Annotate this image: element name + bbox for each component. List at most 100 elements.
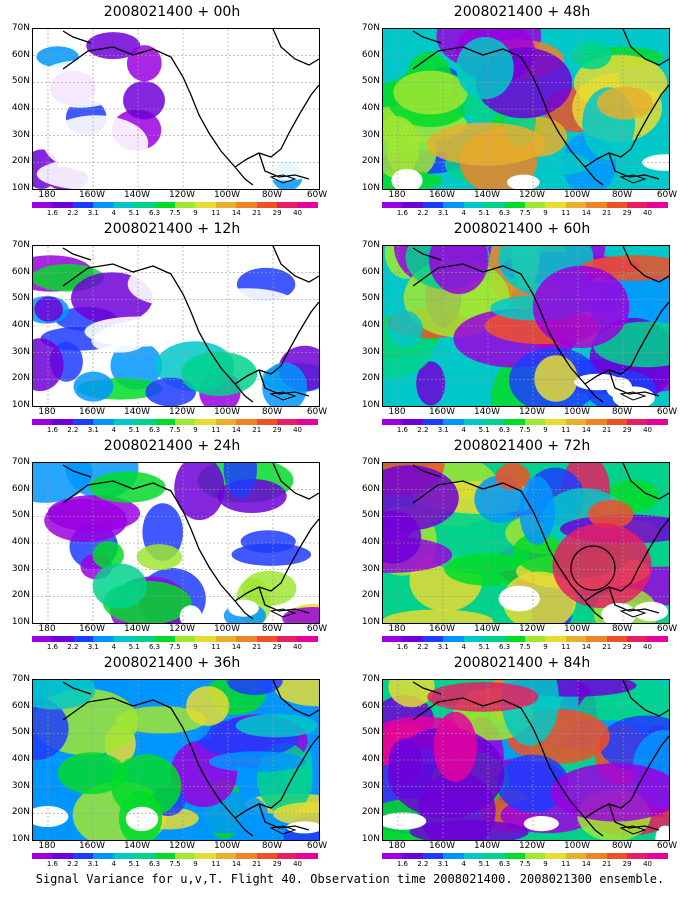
colorbar-label: 4	[461, 860, 466, 868]
lat-label: 60N	[361, 483, 380, 494]
colorbar-swatch	[277, 636, 298, 642]
lat-label: 60N	[11, 266, 30, 277]
colorbar-label: 7.5	[169, 860, 181, 868]
colorbar-label: 1.6	[396, 860, 408, 868]
colorbar-label: 1.6	[46, 643, 58, 651]
field-blob	[409, 820, 529, 840]
colorbar-swatch	[215, 636, 237, 642]
lat-label: 40N	[11, 754, 30, 764]
colorbar	[382, 202, 668, 208]
lon-label: 180	[38, 407, 56, 417]
field-svg	[383, 680, 669, 840]
colorbar-swatch	[627, 202, 648, 208]
colorbar-swatch	[382, 419, 403, 425]
caribbean-islands	[619, 608, 647, 618]
colorbar-label: 2.2	[67, 426, 79, 434]
colorbar-label: 9	[543, 209, 548, 217]
field-blob	[393, 70, 468, 115]
lon-label: 160W	[78, 841, 106, 851]
lon-label: 80W	[261, 841, 283, 851]
colorbar-label: 14	[581, 426, 591, 434]
lat-label: 30N	[11, 563, 30, 574]
colorbar-swatch	[154, 202, 175, 208]
colorbar-label: 11	[211, 643, 221, 651]
lat-label: 40N	[11, 537, 30, 547]
colorbar-swatch	[32, 202, 53, 208]
lon-label: 120W	[518, 841, 546, 851]
no-data-area	[655, 825, 669, 840]
colorbar-swatch	[463, 853, 485, 859]
no-data-area	[179, 605, 202, 623]
colorbar-swatch	[545, 419, 566, 425]
colorbar-swatch	[72, 202, 94, 208]
lon-label: 160W	[78, 190, 106, 200]
field-blob	[273, 802, 319, 826]
no-data-area	[217, 246, 312, 267]
colorbar-swatch	[297, 853, 318, 859]
colorbar-label: 6.3	[498, 209, 511, 217]
colorbar-swatch	[524, 419, 546, 425]
colorbar-swatch	[565, 419, 587, 425]
colorbar-label: 2.2	[67, 860, 79, 868]
no-data-area	[34, 60, 126, 108]
colorbar-label: 40	[293, 643, 303, 651]
field-blob	[383, 609, 494, 623]
lat-label: 70N	[11, 457, 30, 467]
colorbar-swatch	[504, 419, 525, 425]
colorbar-swatch	[484, 636, 505, 642]
map-plot	[32, 28, 320, 190]
colorbar-label: 3.1	[87, 209, 99, 217]
colorbar-label: 14	[231, 860, 241, 868]
colorbar-swatch	[256, 419, 278, 425]
colorbar-swatch	[52, 202, 73, 208]
colorbar-label: 21	[602, 643, 612, 651]
no-data-area	[44, 593, 81, 618]
lon-label: 60W	[656, 841, 678, 851]
field-blob	[596, 86, 653, 120]
colorbar-swatch	[297, 202, 318, 208]
colorbar-swatch	[606, 853, 628, 859]
colorbar-label: 6.3	[498, 426, 511, 434]
colorbar-swatch	[545, 202, 566, 208]
colorbar-label: 40	[643, 860, 653, 868]
colorbar-label: 11	[561, 426, 571, 434]
lat-label: 70N	[361, 457, 380, 467]
colorbar-swatch	[215, 853, 237, 859]
field-blob	[388, 738, 422, 784]
lon-label: 120W	[518, 624, 546, 634]
lon-label: 140W	[123, 407, 151, 417]
lat-label: 50N	[361, 510, 380, 521]
colorbar-label: 40	[293, 209, 303, 217]
colorbar-swatch	[586, 419, 607, 425]
colorbar-label: 9	[193, 209, 198, 217]
colorbar-swatch	[504, 853, 525, 859]
field-svg	[383, 246, 669, 406]
lon-label: 100W	[563, 407, 591, 417]
colorbar-label: 1.6	[396, 643, 408, 651]
colorbar-swatch	[93, 636, 114, 642]
field-blob	[388, 311, 423, 348]
colorbar-label: 7.5	[169, 209, 181, 217]
field-blob	[174, 463, 225, 521]
coastline	[412, 463, 669, 620]
colorbar-swatch	[606, 419, 628, 425]
colorbar-swatch	[236, 853, 257, 859]
field-blob	[34, 296, 63, 322]
colorbar-swatch	[297, 636, 318, 642]
colorbar-label: 14	[231, 209, 241, 217]
map-plot	[382, 462, 670, 624]
colorbar-label: 21	[252, 860, 262, 868]
lon-label: 160W	[78, 407, 106, 417]
lon-label: 100W	[213, 841, 241, 851]
lat-label: 50N	[361, 76, 380, 87]
colorbar-swatch	[402, 853, 423, 859]
colorbar-swatch	[647, 636, 668, 642]
colorbar-swatch	[484, 202, 505, 208]
colorbar-label: 14	[581, 209, 591, 217]
coastline	[412, 246, 669, 403]
colorbar-label: 4	[461, 426, 466, 434]
colorbar-swatch	[627, 636, 648, 642]
colorbar-swatch	[382, 853, 403, 859]
colorbar-swatch	[277, 419, 298, 425]
field-blob	[226, 680, 283, 695]
